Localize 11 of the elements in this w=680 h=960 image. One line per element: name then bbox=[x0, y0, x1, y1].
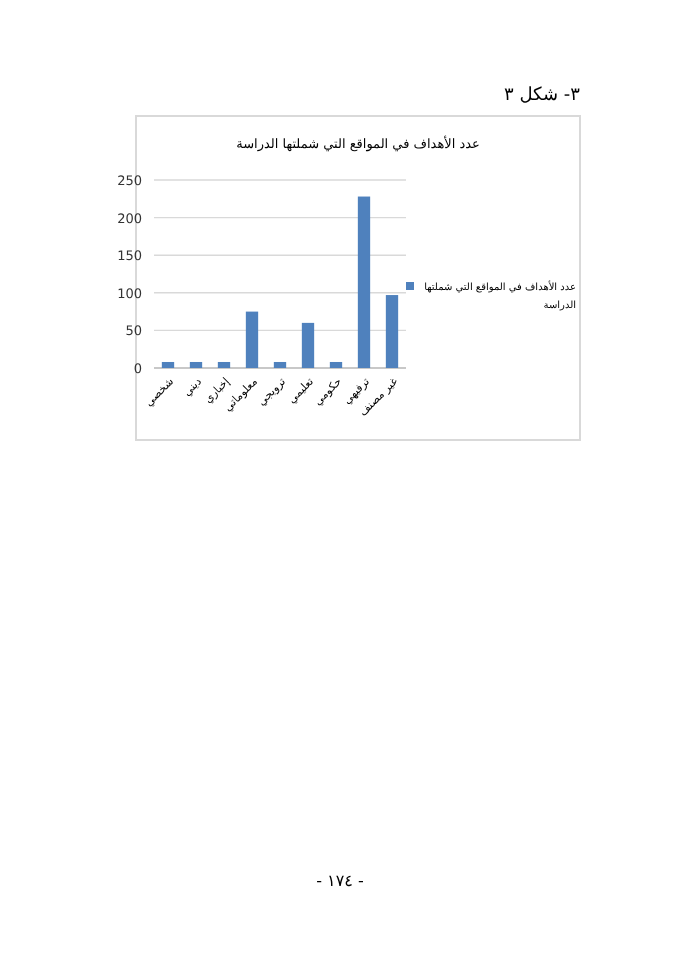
bar bbox=[329, 361, 343, 368]
text: ٣- شكل ٣ bbox=[504, 86, 581, 106]
bar bbox=[161, 361, 175, 368]
text: - ١٧٤ - bbox=[316, 872, 364, 890]
bar bbox=[301, 322, 315, 368]
bar bbox=[189, 361, 203, 368]
bar bbox=[217, 361, 231, 368]
bar bbox=[273, 361, 287, 368]
bar bbox=[385, 295, 399, 368]
bar bbox=[357, 196, 371, 368]
bar bbox=[245, 311, 259, 368]
